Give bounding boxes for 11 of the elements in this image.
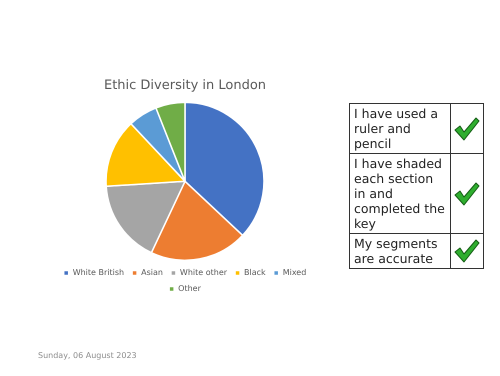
chart-title: Ethic Diversity in London [104,78,266,94]
legend-label: White British [72,268,124,278]
legend-label: Mixed [282,268,306,278]
text: I have shaded each section in and completed the key [350,154,450,234]
legend-label: Black [244,268,266,278]
text: I have used a ruler and pencil [350,104,450,154]
text: My segments are accurate [350,234,450,268]
legend-label: Asian [141,268,163,278]
legend-label: White other [180,268,228,278]
text: Sunday, 06 August 2023 [38,351,137,360]
legend-label: Other [178,284,202,294]
